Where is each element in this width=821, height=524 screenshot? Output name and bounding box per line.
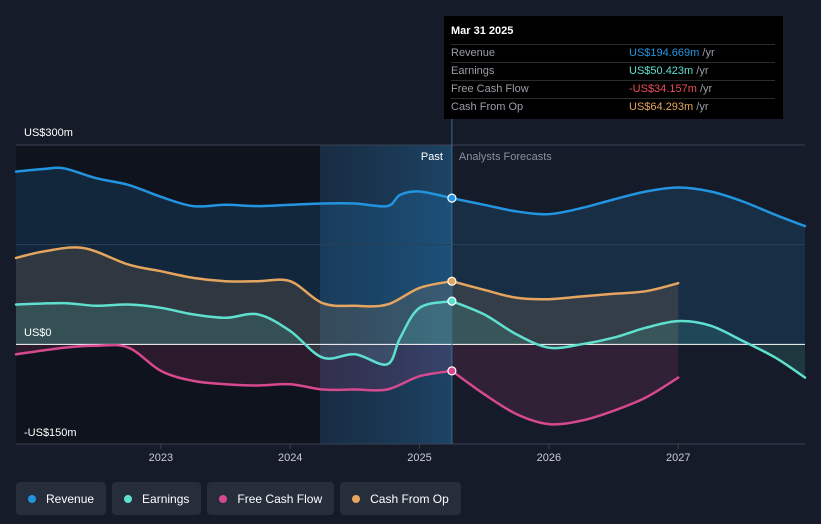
tooltip-value: -US$34.157m (629, 83, 697, 95)
tooltip-row-free-cash-flow: Free Cash Flow -US$34.157m /yr (451, 80, 775, 98)
cash-from-op-marker (447, 276, 457, 286)
earnings-area (16, 300, 805, 378)
legend-item-revenue[interactable]: Revenue (16, 482, 107, 515)
revenue-marker (447, 193, 457, 203)
forecast-label: Analysts Forecasts (459, 151, 552, 163)
legend-item-earnings[interactable]: Earnings (112, 482, 202, 515)
tooltip-value: US$50.423m (629, 65, 694, 77)
tooltip-row-cash-from-op: Cash From Op US$64.293m /yr (451, 98, 775, 116)
free-cash-flow-area (16, 344, 679, 425)
cash-from-op-line-forecast (450, 279, 680, 301)
legend-label: Earnings (142, 491, 190, 506)
tooltip-unit: /yr (699, 83, 713, 95)
tooltip-label: Cash From Op (451, 101, 524, 113)
tooltip-label: Revenue (451, 47, 496, 59)
tooltip-row-revenue: Revenue US$194.669m /yr (451, 44, 775, 62)
cash-from-op-line-past (14, 246, 454, 308)
legend-label: Free Cash Flow (237, 491, 323, 506)
tooltip-label: Earnings (451, 65, 495, 77)
x-tick-label: 2023 (149, 452, 173, 464)
tooltip-unit: /yr (696, 101, 709, 113)
earnings-line-forecast (450, 299, 807, 379)
y-label-zero: US$0 (24, 327, 52, 339)
x-tick-label: 2024 (278, 452, 302, 464)
tooltip-value: US$194.669m (629, 47, 700, 59)
past-label: Past (421, 151, 443, 163)
earnings-line-past (14, 299, 454, 366)
tooltip-date: Mar 31 2025 (451, 25, 514, 37)
legend-item-cash-from-op[interactable]: Cash From Op (340, 482, 461, 515)
revenue-line-forecast (450, 186, 807, 228)
past-region (16, 145, 320, 444)
revenue-area (16, 167, 805, 345)
free-cash-flow-line-forecast (450, 369, 680, 426)
free-cash-flow-line-past (14, 343, 454, 392)
legend-dot-icon (219, 494, 228, 503)
y-label-top: US$300m (24, 127, 73, 139)
cash-from-op-area (16, 247, 679, 345)
earnings-marker (447, 296, 457, 306)
legend-dot-icon (352, 494, 361, 503)
tooltip-unit: /yr (696, 65, 709, 77)
legend-dot-icon (28, 494, 36, 503)
data-tooltip: Mar 31 2025 Revenue US$194.669m /yr Earn… (444, 16, 783, 119)
x-tick-label: 2026 (537, 452, 561, 464)
legend-label: Revenue (46, 491, 95, 506)
legend-dot-icon (124, 494, 133, 503)
financial-chart: Past Analysts Forecasts US$300m US$0 -US$150… (14, 95, 807, 464)
past-highlight-band (319, 145, 452, 444)
x-tick-label: 2027 (666, 452, 690, 464)
revenue-line-past (14, 166, 454, 208)
tooltip-row-earnings: Earnings US$50.423m /yr (451, 62, 775, 80)
legend-item-free-cash-flow[interactable]: Free Cash Flow (207, 482, 335, 515)
tooltip-unit: /yr (702, 47, 715, 59)
legend-label: Cash From Op (370, 491, 449, 506)
free-cash-flow-marker (447, 366, 457, 376)
tooltip-label: Free Cash Flow (451, 83, 529, 95)
tooltip-value: US$64.293m (629, 101, 694, 113)
chart-legend: Revenue Earnings Free Cash Flow Cash Fro… (16, 482, 461, 515)
x-tick-label: 2025 (407, 452, 431, 464)
y-label-bottom: -US$150m (24, 427, 77, 439)
